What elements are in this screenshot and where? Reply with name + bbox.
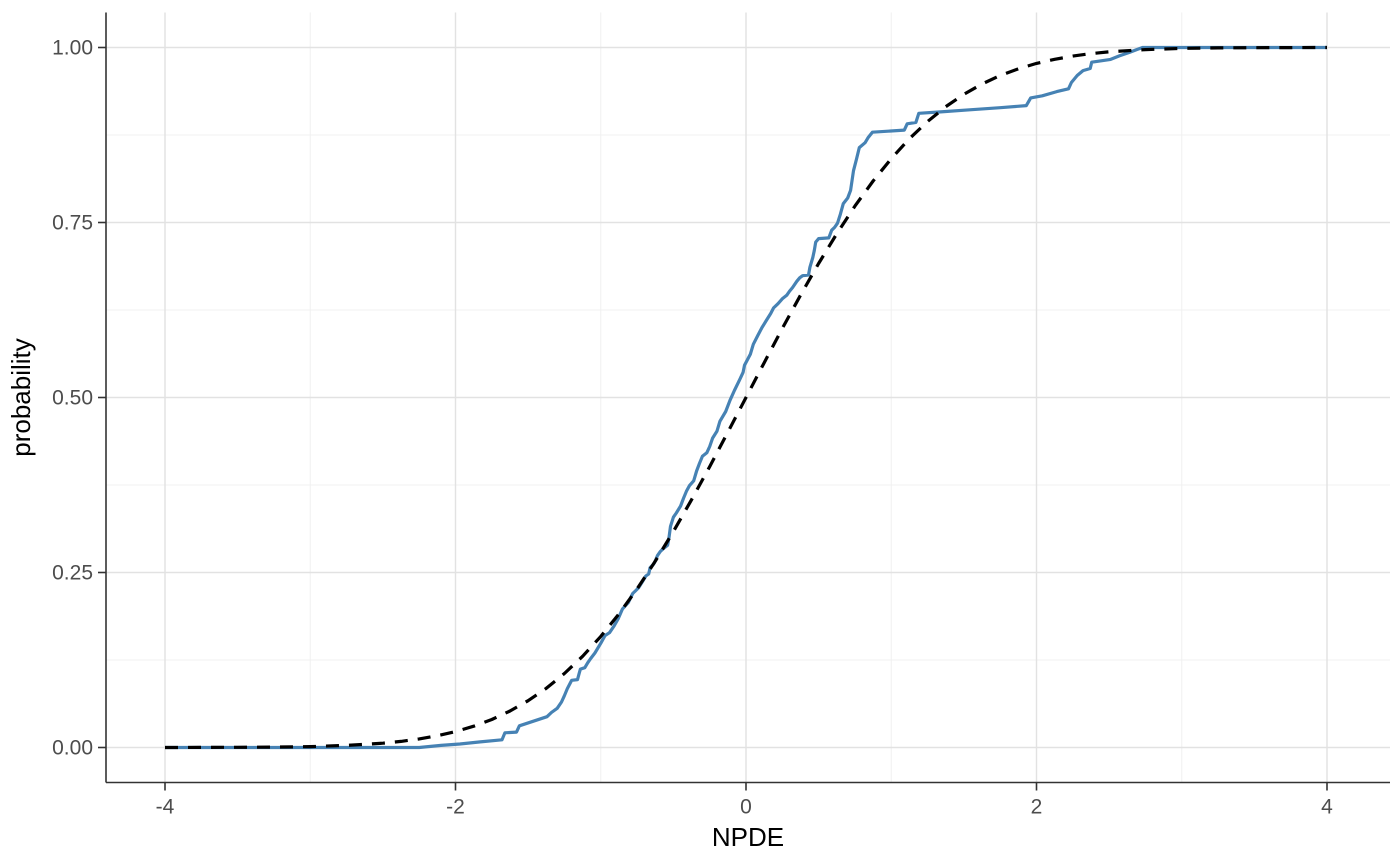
x-tick-label: -4 xyxy=(156,796,175,819)
theoretical-normal-cdf-line xyxy=(164,45,1328,750)
y-tick-label: 0.50 xyxy=(52,387,93,410)
gridlines-minor xyxy=(106,12,1390,783)
y-tick-label: 0.25 xyxy=(52,562,93,585)
y-tick-label: 0.00 xyxy=(52,737,93,760)
x-tick-label: 4 xyxy=(1321,796,1333,819)
y-tick-labels: 0.00 0.25 0.50 0.75 1.00 xyxy=(52,37,93,760)
tick-marks xyxy=(98,46,1328,791)
x-tick-label: -2 xyxy=(446,796,465,819)
y-tick-label: 0.75 xyxy=(52,212,93,235)
x-tick-label: 0 xyxy=(740,796,752,819)
y-axis-title: probability xyxy=(6,338,36,457)
x-tick-label: 2 xyxy=(1031,796,1043,819)
empirical-cdf-line xyxy=(165,45,1327,750)
y-tick-label: 1.00 xyxy=(52,37,93,60)
x-tick-labels: -4 -2 0 2 4 xyxy=(156,796,1334,819)
x-axis-title: NPDE xyxy=(712,822,784,852)
